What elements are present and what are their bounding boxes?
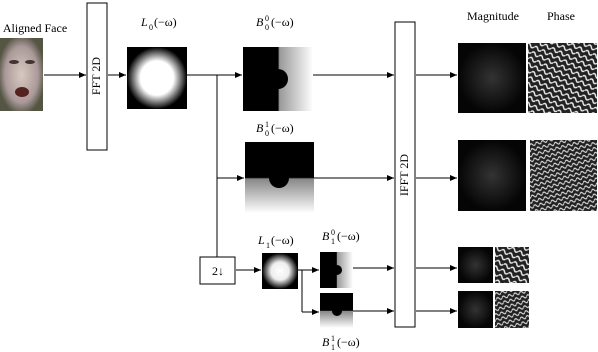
subscript: 0 xyxy=(149,23,153,32)
face-image xyxy=(0,38,43,111)
argument: (−ω) xyxy=(271,15,294,29)
lowpass-image xyxy=(127,47,187,109)
phase-image xyxy=(495,291,529,328)
filter-label: L 1 (−ω) xyxy=(257,233,294,250)
bandpass-image xyxy=(243,47,313,111)
column-header: Magnitude xyxy=(467,9,519,23)
filter-label: B 0 1 (−ω) xyxy=(322,228,360,246)
argument: (−ω) xyxy=(154,15,177,29)
bandpass-image xyxy=(320,293,353,328)
argument: (−ω) xyxy=(337,229,360,243)
argument: (−ω) xyxy=(337,335,360,349)
argument: (−ω) xyxy=(271,121,294,135)
argument: (−ω) xyxy=(271,233,294,247)
ifft-box xyxy=(394,21,416,328)
superscript: 1 xyxy=(265,120,269,129)
phase-image xyxy=(495,247,529,283)
superscript: 1 xyxy=(331,334,335,343)
filter-label: B 1 0 (−ω) xyxy=(256,120,294,138)
superscript: 0 xyxy=(265,14,269,23)
symbol: B xyxy=(322,335,330,349)
magnitude-image xyxy=(458,247,493,283)
subscript: 0 xyxy=(265,23,269,32)
magnitude-image xyxy=(458,140,526,211)
bandpass-image xyxy=(320,252,353,288)
filter-label: L 0 (−ω) xyxy=(140,15,177,32)
phase-image xyxy=(530,140,597,211)
fft-label: FFT 2D xyxy=(89,57,103,95)
subscript: 1 xyxy=(331,237,335,246)
input-label: Aligned Face xyxy=(3,21,67,35)
symbol: L xyxy=(140,15,148,29)
symbol: B xyxy=(322,229,330,243)
lowpass-image xyxy=(262,253,298,289)
subscript: 0 xyxy=(265,129,269,138)
bandpass-image xyxy=(245,142,314,213)
filter-label: B 1 1 (−ω) xyxy=(322,334,360,352)
subscript: 1 xyxy=(266,241,270,250)
subscript: 1 xyxy=(331,343,335,352)
magnitude-image xyxy=(458,291,493,328)
filter-label: B 0 0 (−ω) xyxy=(256,14,294,32)
fft-box xyxy=(86,2,108,151)
downsample-box xyxy=(199,256,236,285)
superscript: 0 xyxy=(331,228,335,237)
symbol: B xyxy=(256,121,264,135)
ifft-label: IFFT 2D xyxy=(397,154,411,196)
column-header: Phase xyxy=(547,9,575,23)
symbol: L xyxy=(257,233,265,247)
symbol: B xyxy=(256,15,264,29)
magnitude-image xyxy=(458,43,526,113)
phase-image xyxy=(528,43,597,113)
downsample-label: 2↓ xyxy=(212,264,224,278)
